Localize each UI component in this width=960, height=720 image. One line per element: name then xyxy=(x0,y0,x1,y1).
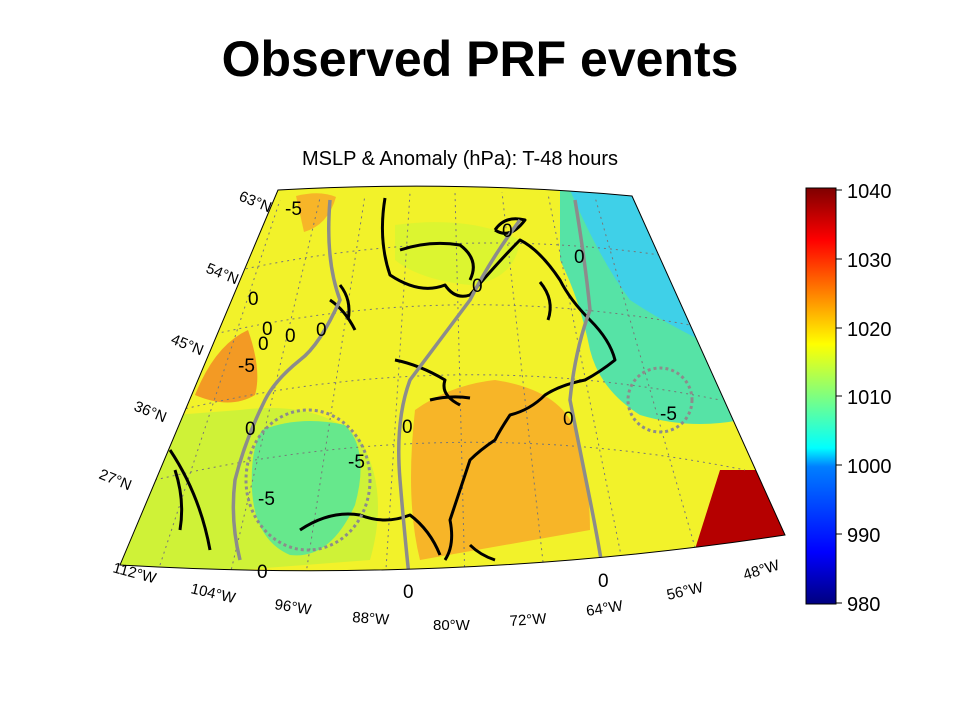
coastlines xyxy=(168,197,617,571)
lon-label: 96°W xyxy=(273,596,313,619)
contour-label: 0 xyxy=(245,419,256,440)
lat-label: 36°N xyxy=(132,398,169,426)
colorbar-tick-label: 1030 xyxy=(847,250,892,272)
map-title: MSLP & Anomaly (hPa): T-48 hours xyxy=(301,148,619,170)
contour-label: 0 xyxy=(257,562,268,583)
lat-label: 45°N xyxy=(169,331,206,359)
colorbar-tick-label: 1020 xyxy=(847,319,892,341)
lon-label: 72°W xyxy=(509,610,548,630)
colorbar-scale xyxy=(805,187,837,605)
colorbar-tick-label: 990 xyxy=(847,525,880,547)
contour-label: 0 xyxy=(574,247,585,268)
lon-label: 48°W xyxy=(741,557,782,584)
pressure-high-east xyxy=(411,380,590,560)
contour-label: 0 xyxy=(563,409,574,430)
lon-label: 88°W xyxy=(352,609,391,629)
lat-label: 63°N xyxy=(237,188,274,216)
map-frame xyxy=(119,185,786,572)
anomaly-negative-contours xyxy=(244,366,694,552)
contour-label: 0 xyxy=(502,221,513,242)
contour-label: 0 xyxy=(248,289,259,310)
colorbar-tick-label: 1000 xyxy=(847,456,892,478)
colorbar: 1040 1030 1020 1010 1000 990 980 xyxy=(805,181,892,616)
contour-value-labels: -5 0 0 0 0 0 -5 0 0 0 -5 -5 0 0 0 0 0 -5… xyxy=(238,199,677,603)
pressure-low-ne-1000 xyxy=(570,190,700,340)
lon-label: 80°W xyxy=(433,617,471,634)
lon-label: 104°W xyxy=(189,580,238,607)
lat-label: 27°N xyxy=(97,466,134,494)
pressure-low-center xyxy=(251,421,361,556)
contour-label: 0 xyxy=(472,276,483,297)
lon-label: 56°W xyxy=(665,579,706,604)
colorbar-tick-label: 980 xyxy=(847,594,880,616)
contour-label: 0 xyxy=(316,320,327,341)
lon-label: 64°W xyxy=(585,597,625,620)
contour-label: -5 xyxy=(258,489,275,510)
lat-label: 54°N xyxy=(204,260,241,288)
contour-label: 0 xyxy=(598,571,609,592)
contour-label: 0 xyxy=(285,326,296,347)
colorbar-tick-label: 1040 xyxy=(847,181,892,203)
contour-label: -5 xyxy=(660,404,677,425)
contour-label: -5 xyxy=(238,356,255,377)
contour-label: 0 xyxy=(403,582,414,603)
pressure-high-west xyxy=(195,330,258,403)
slide-title: Observed PRF events xyxy=(221,31,739,87)
anomaly-contours xyxy=(231,199,607,571)
contour-label: 0 xyxy=(402,417,413,438)
contour-label: 0 xyxy=(262,319,273,340)
contour-label: 0 xyxy=(258,334,269,355)
colorbar-ticks xyxy=(836,189,842,604)
contour-label: -5 xyxy=(285,199,302,220)
colorbar-tick-label: 1010 xyxy=(847,387,892,409)
pressure-field xyxy=(120,186,785,571)
contour-label: -5 xyxy=(348,452,365,473)
